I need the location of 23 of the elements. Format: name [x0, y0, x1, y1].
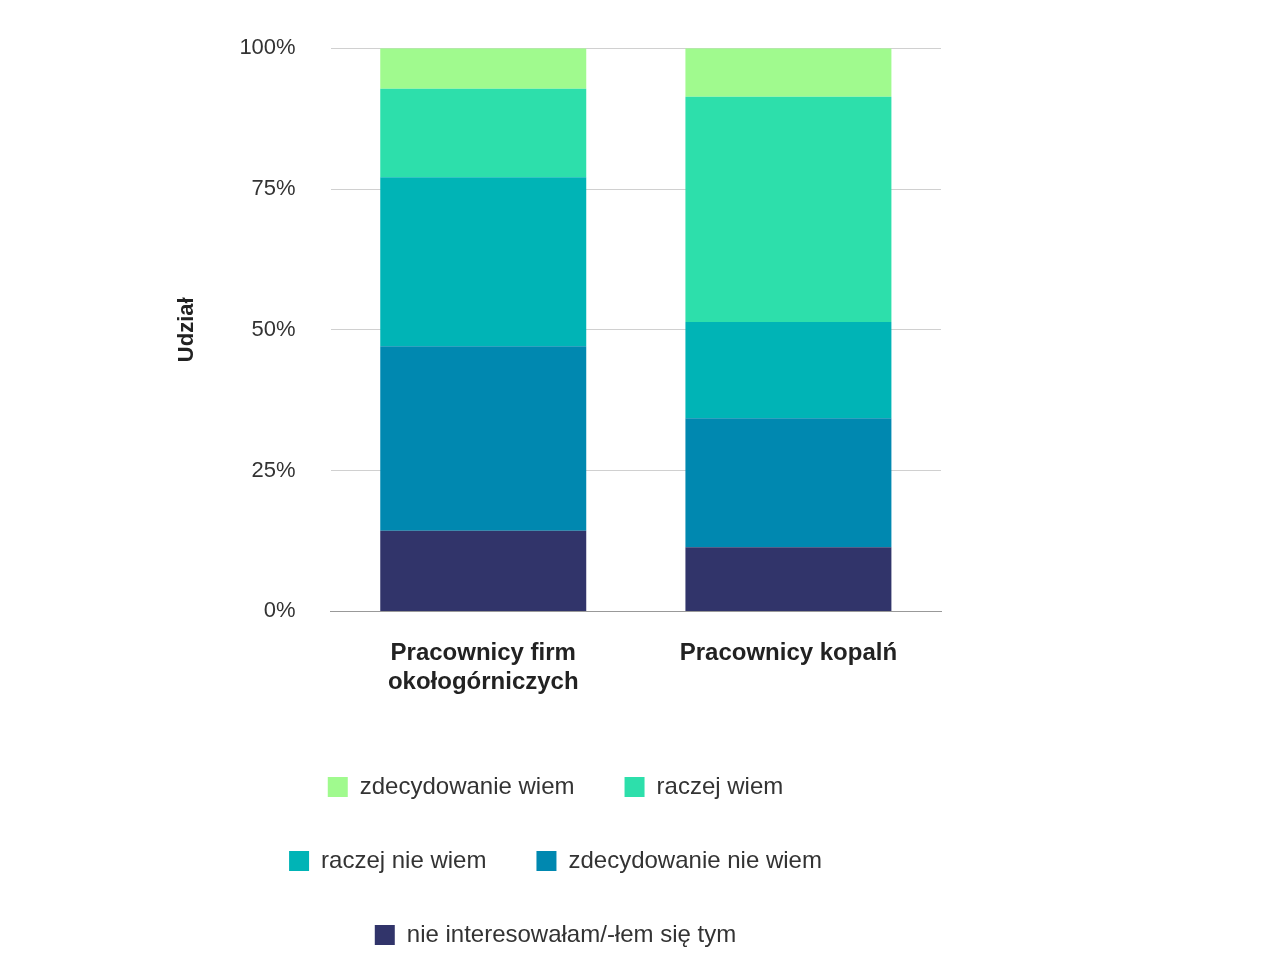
y-tick-label: 100%	[239, 34, 296, 60]
y-tick-label: 0%	[263, 597, 296, 623]
bar	[380, 48, 587, 89]
bar	[685, 418, 892, 548]
legend-label: raczej nie wiem	[321, 845, 487, 873]
y-axis-title: Udział	[173, 297, 199, 363]
bar	[380, 88, 587, 178]
bar	[380, 530, 587, 611]
bar	[380, 177, 587, 347]
bar	[685, 321, 892, 419]
x-tick-label: Pracownicy kopalń	[679, 638, 898, 666]
bar	[685, 547, 892, 611]
legend-label: nie interesowałam/-łem się tym	[406, 919, 737, 947]
bar	[685, 48, 892, 97]
legend-label: raczej wiem	[656, 771, 784, 799]
bar	[380, 346, 587, 531]
legend-label: zdecydowanie wiem	[359, 771, 575, 799]
y-tick-label: 75%	[251, 175, 296, 201]
x-tick-label: Pracownicy firm okołogórniczych	[387, 638, 579, 695]
legend-label: zdecydowanie nie wiem	[568, 845, 822, 873]
bar	[685, 96, 892, 322]
y-tick-label: 25%	[251, 456, 296, 482]
y-tick-label: 50%	[251, 315, 296, 341]
